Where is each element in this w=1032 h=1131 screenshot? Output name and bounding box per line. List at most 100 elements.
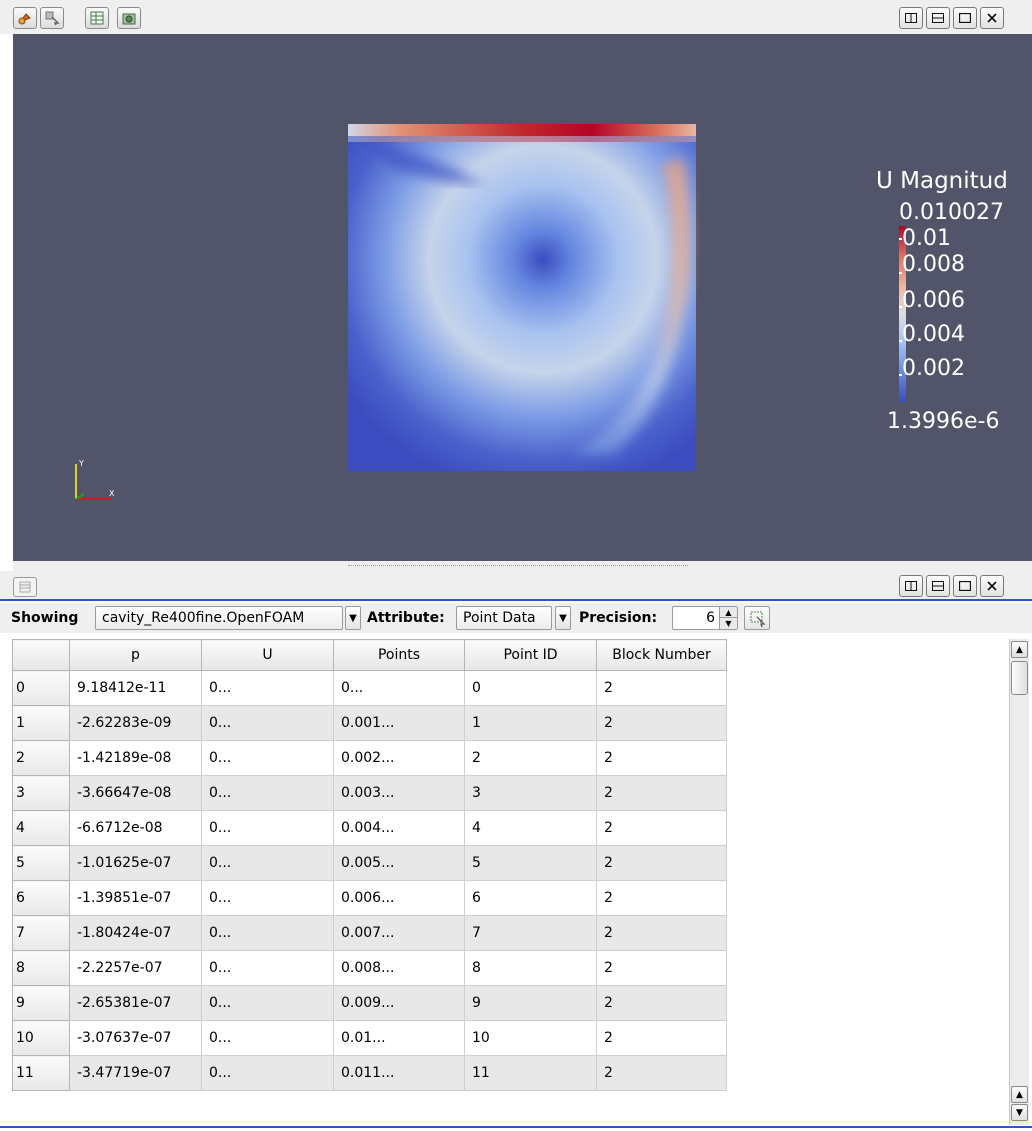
spreadsheet-table[interactable]: p U Points Point ID Block Number 0 9.184… xyxy=(12,639,1032,1125)
cell-u[interactable]: 0... xyxy=(201,705,334,741)
cell-p[interactable]: -1.42189e-08 xyxy=(69,740,202,776)
cell-points[interactable]: 0.004... xyxy=(333,810,465,846)
cell-u[interactable]: 0... xyxy=(201,670,334,706)
corner-header[interactable] xyxy=(12,639,70,671)
split-horizontal-button[interactable] xyxy=(899,575,923,597)
cell-u[interactable]: 0... xyxy=(201,775,334,811)
precision-spinbox[interactable]: 6 ▲ ▼ xyxy=(672,606,738,630)
cell-point-id[interactable]: 10 xyxy=(464,1020,597,1056)
table-row[interactable]: 9 -2.65381e-07 0... 0.009... 9 2 xyxy=(12,985,727,1021)
cell-block-number[interactable]: 2 xyxy=(596,705,727,741)
cell-u[interactable]: 0... xyxy=(201,810,334,846)
cell-p[interactable]: -1.01625e-07 xyxy=(69,845,202,881)
maximize-button[interactable] xyxy=(953,7,977,29)
cell-points[interactable]: 0.011... xyxy=(333,1055,465,1091)
cell-u[interactable]: 0... xyxy=(201,740,334,776)
cell-p[interactable]: -6.6712e-08 xyxy=(69,810,202,846)
column-header-point-id[interactable]: Point ID xyxy=(464,639,597,671)
cell-p[interactable]: 9.18412e-11 xyxy=(69,670,202,706)
cell-u[interactable]: 0... xyxy=(201,845,334,881)
cell-u[interactable]: 0... xyxy=(201,915,334,951)
source-dropdown-arrow[interactable]: ▼ xyxy=(345,606,361,630)
scroll-up-button[interactable]: ▲ xyxy=(1011,1086,1028,1103)
row-header[interactable]: 4 xyxy=(12,810,70,846)
row-header[interactable]: 9 xyxy=(12,985,70,1021)
cell-points[interactable]: 0.003... xyxy=(333,775,465,811)
table-row[interactable]: 5 -1.01625e-07 0... 0.005... 5 2 xyxy=(12,845,727,881)
cell-points[interactable]: 0.009... xyxy=(333,985,465,1021)
cell-p[interactable]: -3.47719e-07 xyxy=(69,1055,202,1091)
column-header-points[interactable]: Points xyxy=(333,639,465,671)
table-row[interactable]: 8 -2.2257e-07 0... 0.008... 8 2 xyxy=(12,950,727,986)
capture-screenshot-button[interactable] xyxy=(117,7,141,29)
view-splitter[interactable] xyxy=(13,561,1032,571)
table-row[interactable]: 4 -6.6712e-08 0... 0.004... 4 2 xyxy=(12,810,727,846)
table-row[interactable]: 1 -2.62283e-09 0... 0.001... 1 2 xyxy=(12,705,727,741)
maximize-button[interactable] xyxy=(953,575,977,597)
cell-block-number[interactable]: 2 xyxy=(596,1055,727,1091)
spin-up-icon[interactable]: ▲ xyxy=(720,607,737,618)
row-header[interactable]: 0 xyxy=(12,670,70,706)
cell-point-id[interactable]: 7 xyxy=(464,915,597,951)
cell-block-number[interactable]: 2 xyxy=(596,775,727,811)
precision-value[interactable]: 6 xyxy=(706,610,715,626)
render-view[interactable]: Y X U Magnitud 0.010027 0.01 0.008 0.006… xyxy=(13,34,1032,561)
row-header[interactable]: 5 xyxy=(12,845,70,881)
cell-block-number[interactable]: 2 xyxy=(596,670,727,706)
cell-p[interactable]: -2.2257e-07 xyxy=(69,950,202,986)
cell-p[interactable]: -1.80424e-07 xyxy=(69,915,202,951)
cell-u[interactable]: 0... xyxy=(201,880,334,916)
cell-p[interactable]: -2.65381e-07 xyxy=(69,985,202,1021)
column-header-u[interactable]: U xyxy=(201,639,334,671)
cell-point-id[interactable]: 1 xyxy=(464,705,597,741)
cell-points[interactable]: 0.001... xyxy=(333,705,465,741)
cavity-flow-render[interactable]: Y X xyxy=(13,34,1032,561)
row-header[interactable]: 7 xyxy=(12,915,70,951)
table-row[interactable]: 11 -3.47719e-07 0... 0.011... 11 2 xyxy=(12,1055,727,1091)
split-horizontal-button[interactable] xyxy=(899,7,923,29)
cell-block-number[interactable]: 2 xyxy=(596,1020,727,1056)
cell-point-id[interactable]: 5 xyxy=(464,845,597,881)
spreadsheet-view-button[interactable] xyxy=(85,7,109,29)
row-header[interactable]: 11 xyxy=(12,1055,70,1091)
table-row[interactable]: 7 -1.80424e-07 0... 0.007... 7 2 xyxy=(12,915,727,951)
column-header-block-number[interactable]: Block Number xyxy=(596,639,727,671)
interact-button[interactable] xyxy=(40,7,64,29)
scrollbar-thumb[interactable] xyxy=(1011,661,1028,695)
cell-u[interactable]: 0... xyxy=(201,1055,334,1091)
scroll-up-button[interactable]: ▲ xyxy=(1011,641,1028,658)
split-vertical-button[interactable] xyxy=(926,7,950,29)
row-header[interactable]: 3 xyxy=(12,775,70,811)
spin-down-icon[interactable]: ▼ xyxy=(725,619,732,628)
row-header[interactable]: 10 xyxy=(12,1020,70,1056)
cell-block-number[interactable]: 2 xyxy=(596,985,727,1021)
cell-points[interactable]: 0.007... xyxy=(333,915,465,951)
spreadsheet-view-button[interactable] xyxy=(13,577,37,597)
close-view-button[interactable] xyxy=(980,575,1004,597)
source-combobox[interactable]: cavity_Re400fine.OpenFOAM xyxy=(95,606,343,630)
row-header[interactable]: 6 xyxy=(12,880,70,916)
table-row[interactable]: 2 -1.42189e-08 0... 0.002... 2 2 xyxy=(12,740,727,776)
cell-block-number[interactable]: 2 xyxy=(596,915,727,951)
cell-point-id[interactable]: 9 xyxy=(464,985,597,1021)
table-row[interactable]: 0 9.18412e-11 0... 0... 0 2 xyxy=(12,670,727,706)
cell-u[interactable]: 0... xyxy=(201,985,334,1021)
cell-block-number[interactable]: 2 xyxy=(596,740,727,776)
cell-points[interactable]: 0... xyxy=(333,670,465,706)
cell-p[interactable]: -3.07637e-07 xyxy=(69,1020,202,1056)
splitter-grip[interactable] xyxy=(348,565,688,567)
cell-p[interactable]: -2.62283e-09 xyxy=(69,705,202,741)
cell-point-id[interactable]: 11 xyxy=(464,1055,597,1091)
cell-point-id[interactable]: 8 xyxy=(464,950,597,986)
cell-points[interactable]: 0.01... xyxy=(333,1020,465,1056)
data-table[interactable]: p U Points Point ID Block Number 0 9.184… xyxy=(12,639,727,1091)
cell-points[interactable]: 0.006... xyxy=(333,880,465,916)
row-header[interactable]: 1 xyxy=(12,705,70,741)
cell-u[interactable]: 0... xyxy=(201,950,334,986)
split-vertical-button[interactable] xyxy=(926,575,950,597)
close-view-button[interactable] xyxy=(980,7,1004,29)
attribute-combobox[interactable]: Point Data xyxy=(456,606,552,630)
row-header[interactable]: 2 xyxy=(12,740,70,776)
cell-point-id[interactable]: 6 xyxy=(464,880,597,916)
table-row[interactable]: 3 -3.66647e-08 0... 0.003... 3 2 xyxy=(12,775,727,811)
